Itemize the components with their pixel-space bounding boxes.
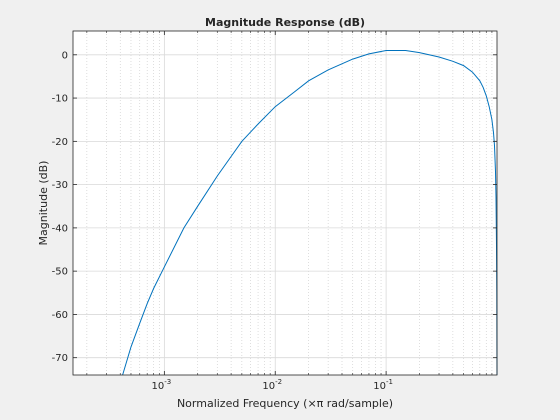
series-layer	[122, 50, 498, 376]
ticks: 0 -10 -20 -30 -40 -50 -60 -70 10-3 10-2 10-1	[52, 31, 497, 392]
y-tick-label: -30	[52, 180, 68, 191]
y-tick-label: -70	[52, 353, 68, 364]
axes-background	[73, 31, 497, 375]
y-tick-label: -40	[52, 223, 68, 234]
major-grid	[73, 31, 497, 375]
y-tick-label: 0	[62, 50, 68, 61]
y-tick-label: -10	[52, 94, 68, 105]
y-tick-label: -20	[52, 137, 68, 148]
x-tick-label: 10-1	[373, 378, 393, 392]
magnitude-series-line	[122, 50, 498, 376]
minor-grid	[86, 31, 493, 375]
y-axis-label: Magnitude (dB)	[37, 161, 50, 246]
axes-box	[72, 30, 498, 376]
chart-title: Magnitude Response (dB)	[205, 16, 365, 29]
x-tick-label: 10-3	[151, 378, 171, 392]
y-tick-label: -60	[52, 310, 68, 321]
x-tick-label: 10-2	[262, 378, 282, 392]
y-tick-label: -50	[52, 267, 68, 278]
x-axis-label: Normalized Frequency (×π rad/sample)	[177, 397, 393, 410]
